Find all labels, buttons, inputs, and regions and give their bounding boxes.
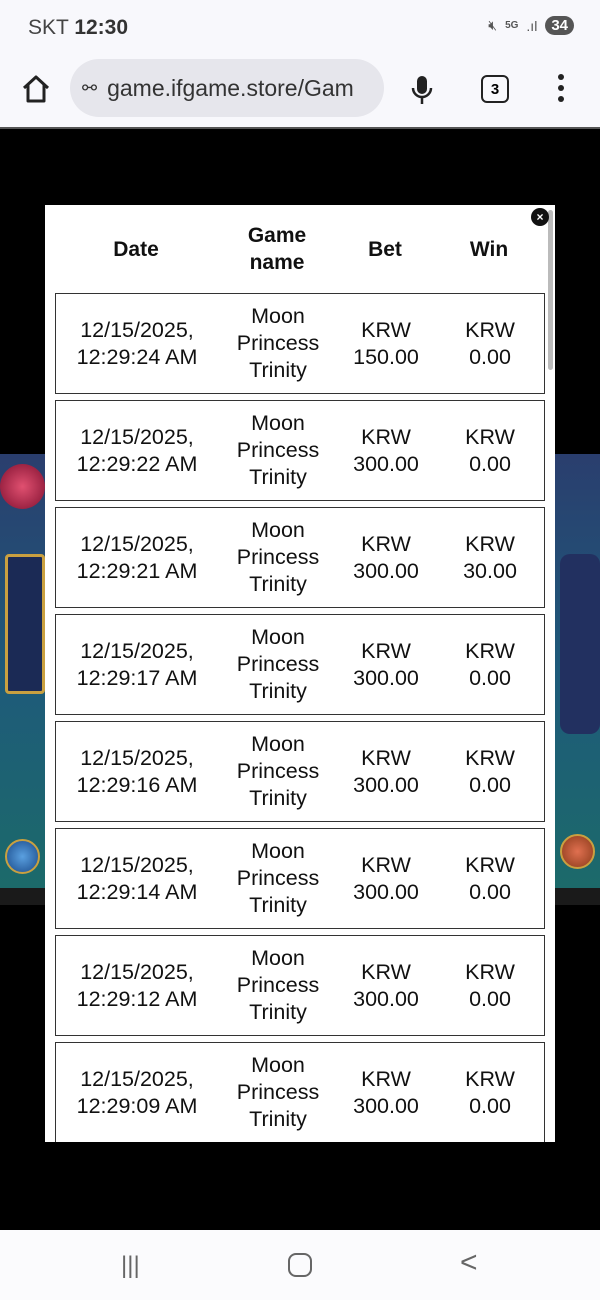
home-nav-icon[interactable] [288,1253,312,1277]
cell-bet: KRW 300.00 [353,1066,419,1118]
cell-date: 12/15/2025, 12:29:22 AM [76,424,198,476]
cell-game: Moon Princess Trinity [236,732,320,810]
cell-game: Moon Princess Trinity [236,518,320,596]
clock: 12:30 [74,16,129,39]
header-date: Date [113,237,159,261]
table-row: 12/15/2025, 12:29:14 AM Moon Princess Tri… [55,828,545,929]
mute-icon: 🔇︎ [488,17,498,33]
header-bet: Bet [368,237,402,261]
cell-win: KRW 0.00 [465,745,515,797]
scrollbar[interactable] [548,210,553,370]
cell-bet: KRW 300.00 [353,745,419,797]
android-nav-bar: ||| < [0,1230,600,1300]
signal-icon: .ıl [526,17,538,34]
cell-bet: KRW 300.00 [353,852,419,904]
table-row: 12/15/2025, 12:29:16 AM Moon Princess Tri… [55,721,545,822]
back-icon[interactable]: < [460,1246,478,1279]
status-icons: 🔇︎ 5G .ıl 34 [488,16,574,35]
table-row: 12/15/2025, 12:29:09 AM Moon Princess Tri… [55,1042,545,1142]
cell-game: Moon Princess Trinity [236,304,320,382]
cell-date: 12/15/2025, 12:29:17 AM [76,638,198,690]
cell-win: KRW 0.00 [465,959,515,1011]
carrier: SKT [28,16,69,39]
url-bar[interactable]: ⚯ game.ifgame.store/Gam [70,59,384,117]
cell-win: KRW 0.00 [465,317,515,369]
home-icon[interactable] [20,73,52,105]
cell-win: KRW 0.00 [465,638,515,690]
browser-toolbar: ⚯ game.ifgame.store/Gam 3 [0,56,600,129]
cell-game: Moon Princess Trinity [236,839,320,917]
cell-game: Moon Princess Trinity [236,946,320,1024]
close-button[interactable]: × [531,208,549,226]
cell-win: KRW 0.00 [465,1066,515,1118]
table-row: 12/15/2025, 12:29:22 AM Moon Princess Tri… [55,400,545,501]
cell-bet: KRW 300.00 [353,638,419,690]
mic-icon[interactable] [410,74,434,106]
status-bar: SKT 12:30 🔇︎ 5G .ıl 34 [0,0,600,56]
cell-date: 12/15/2025, 12:29:09 AM [76,1066,198,1118]
cell-win: KRW 30.00 [463,531,517,583]
table-row: 12/15/2025, 12:29:21 AM Moon Princess Tri… [55,507,545,608]
tab-switcher-button[interactable]: 3 [481,75,509,103]
cell-bet: KRW 300.00 [353,959,419,1011]
cell-date: 12/15/2025, 12:29:16 AM [76,745,198,797]
battery-level: 34 [545,16,574,35]
more-vert-icon[interactable] [558,74,566,107]
cell-game: Moon Princess Trinity [236,1053,320,1131]
cell-game: Moon Princess Trinity [236,411,320,489]
cell-date: 12/15/2025, 12:29:21 AM [76,531,198,583]
recents-icon[interactable]: ||| [121,1252,140,1279]
cell-bet: KRW 300.00 [353,424,419,476]
bet-history-modal: Date Game name Bet Win 12/15/2025, 12:29… [45,205,555,1142]
cell-date: 12/15/2025, 12:29:12 AM [76,959,198,1011]
table-header: Date Game name Bet Win [55,205,545,293]
table-row: 12/15/2025, 12:29:12 AM Moon Princess Tri… [55,935,545,1036]
carrier-time: SKT 12:30 [28,16,128,40]
cell-bet: KRW 150.00 [353,317,419,369]
table-row: 12/15/2025, 12:29:24 AM Moon Princess Tri… [55,293,545,394]
cell-bet: KRW 300.00 [353,531,419,583]
site-settings-icon[interactable]: ⚯ [82,77,98,98]
cell-win: KRW 0.00 [465,852,515,904]
cell-date: 12/15/2025, 12:29:24 AM [76,317,198,369]
cell-game: Moon Princess Trinity [236,625,320,703]
header-game: Game name [247,224,307,274]
cell-win: KRW 0.00 [465,424,515,476]
url-text: game.ifgame.store/Gam [107,74,354,101]
header-win: Win [469,237,509,261]
table-row: 12/15/2025, 12:29:17 AM Moon Princess Tri… [55,614,545,715]
network-type: 5G [505,20,519,31]
cell-date: 12/15/2025, 12:29:14 AM [76,852,198,904]
